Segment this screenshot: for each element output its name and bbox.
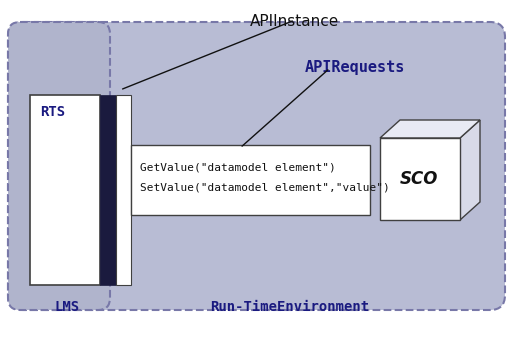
FancyBboxPatch shape xyxy=(8,22,110,310)
Bar xyxy=(30,95,100,285)
FancyBboxPatch shape xyxy=(8,22,505,310)
Bar xyxy=(116,95,131,285)
Text: Run-TimeEnvironment: Run-TimeEnvironment xyxy=(211,300,369,314)
Bar xyxy=(380,138,460,220)
Polygon shape xyxy=(460,120,480,220)
Text: APIRequests: APIRequests xyxy=(305,60,405,75)
Text: LMS: LMS xyxy=(55,300,80,314)
Text: SCO: SCO xyxy=(400,170,438,188)
Polygon shape xyxy=(380,120,480,138)
Text: SetValue("datamodel element","value"): SetValue("datamodel element","value") xyxy=(140,183,390,193)
Bar xyxy=(100,95,116,285)
Text: APIInstance: APIInstance xyxy=(250,14,340,29)
Text: GetValue("datamodel element"): GetValue("datamodel element") xyxy=(140,163,336,173)
Text: RTS: RTS xyxy=(40,105,65,119)
Bar xyxy=(131,145,370,215)
